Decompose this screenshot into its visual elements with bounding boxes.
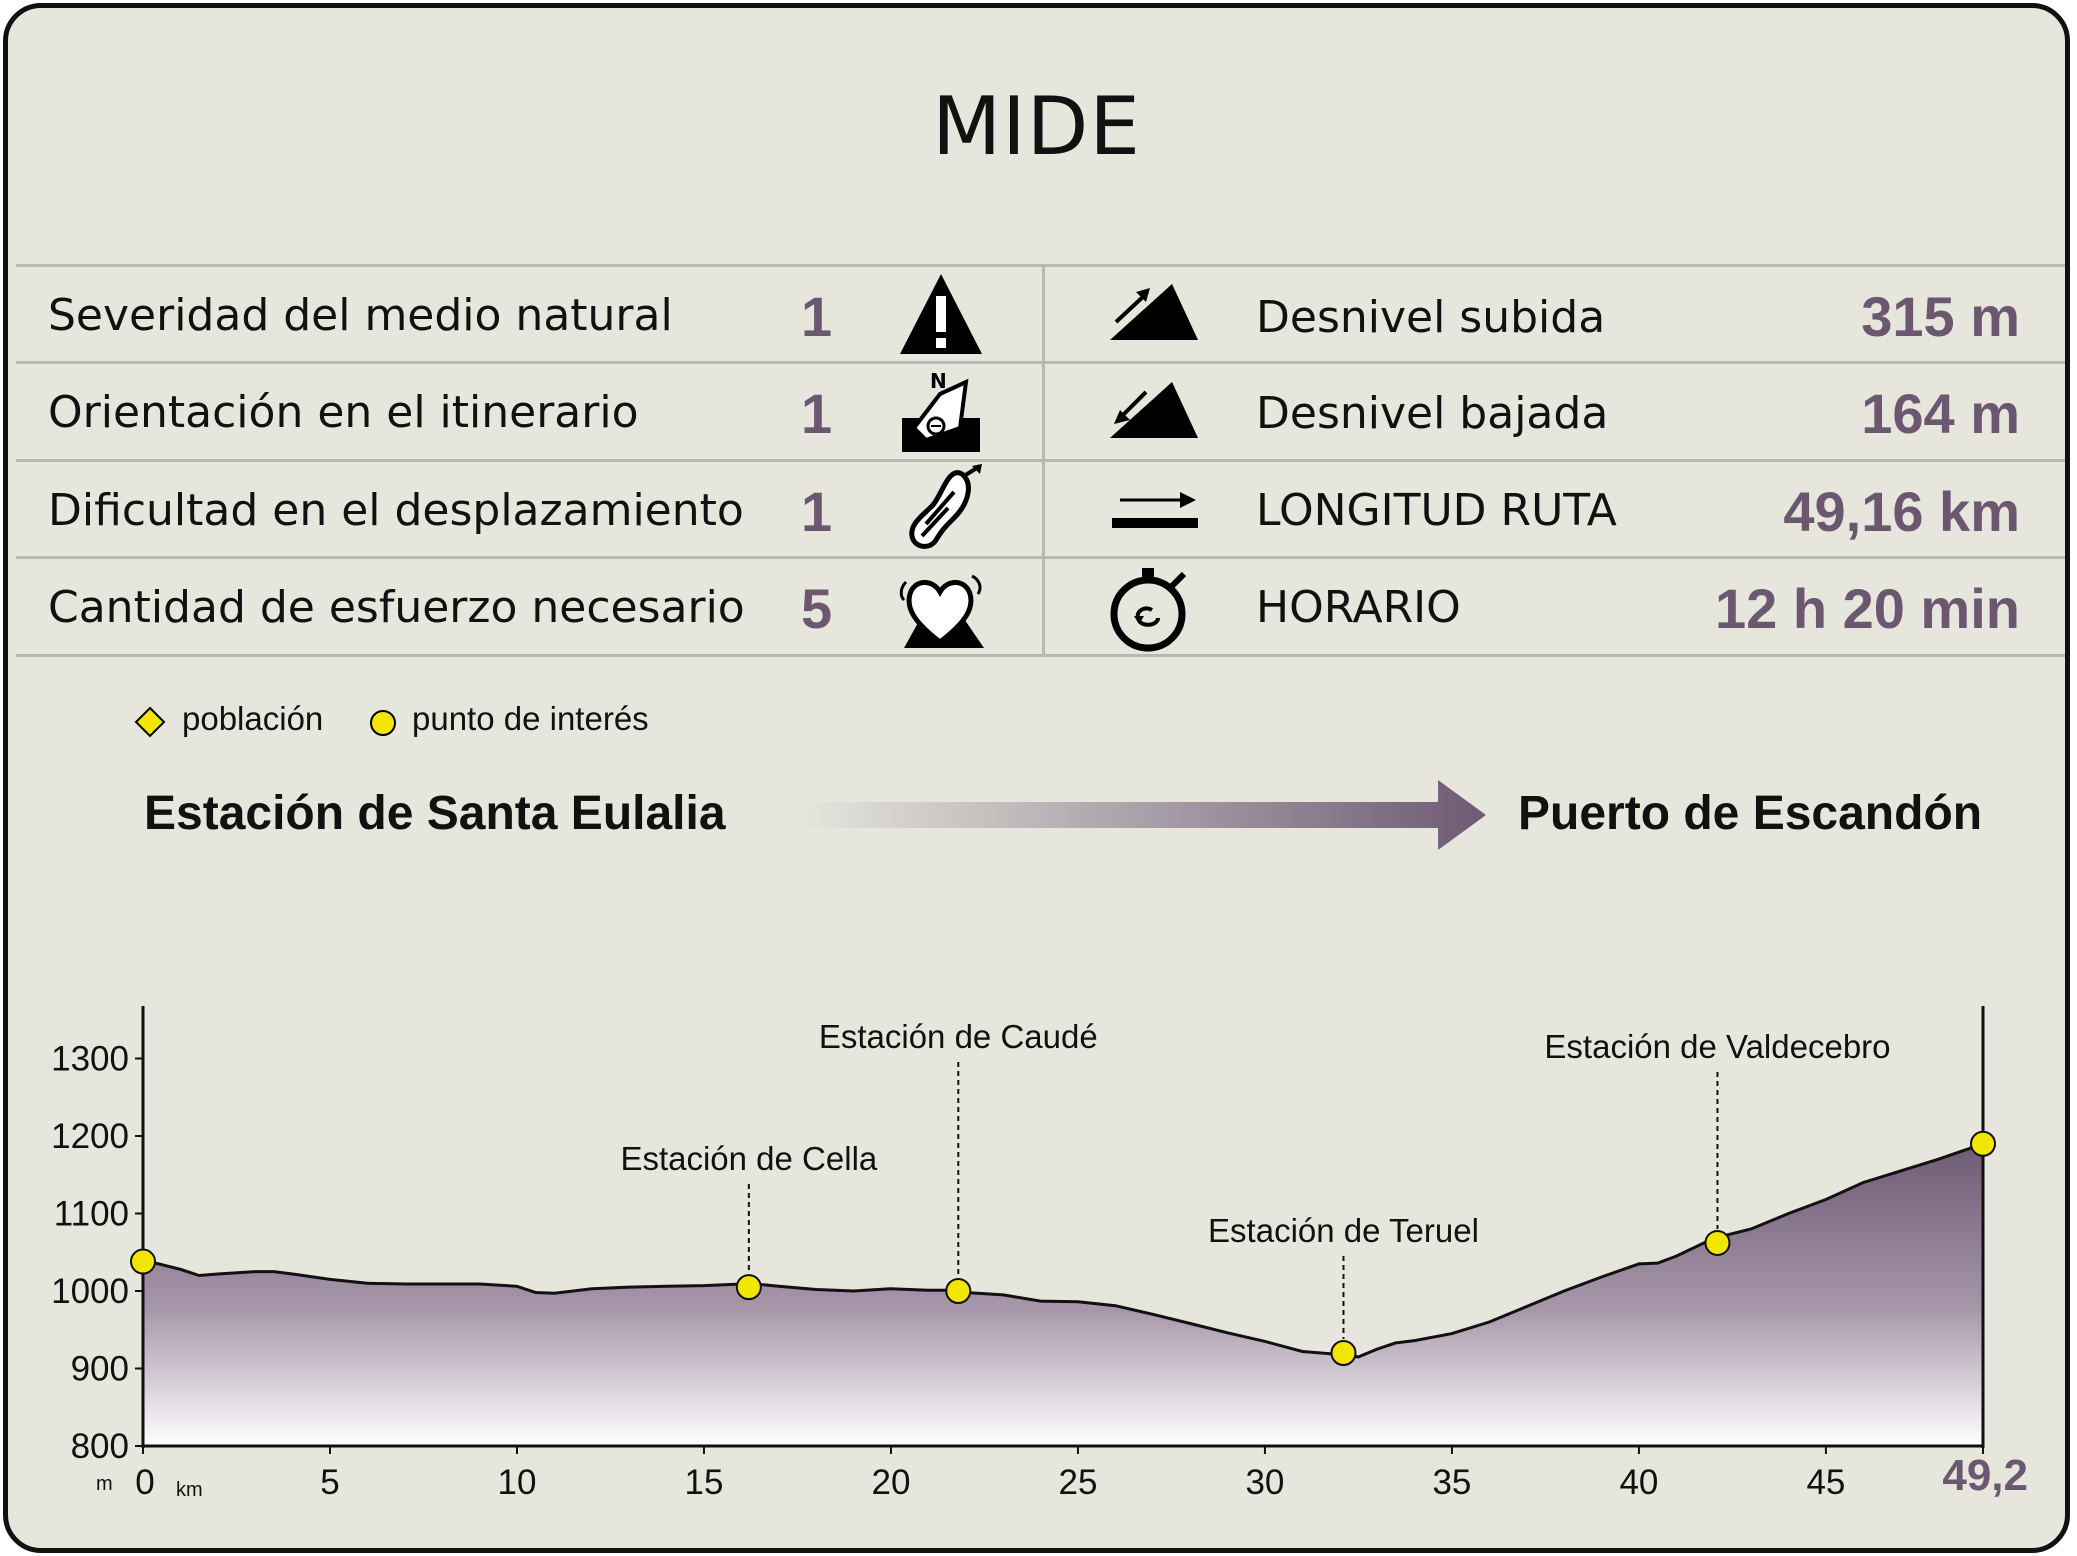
ascent-icon: [1110, 284, 1198, 340]
y-tick-label: 1300: [51, 1040, 129, 1079]
route-direction-arrow: [798, 780, 1486, 850]
stat-value: 164 m: [1861, 382, 2020, 445]
mide-value: 5: [801, 577, 833, 640]
mide-card: MIDE Severidad del medio natural 1 Orien…: [3, 3, 2070, 1553]
divider: [16, 361, 2065, 364]
footprint-icon: [909, 464, 982, 549]
column-divider: [1042, 264, 1045, 656]
divider: [16, 654, 2065, 657]
poi-label: Estación de Cella: [620, 1140, 877, 1177]
route-end: Puerto de Escandón: [1518, 787, 1983, 840]
x-tick-label: 15: [685, 1463, 724, 1502]
x-tick-label: 0: [135, 1463, 154, 1502]
mide-label: Dificultad en el desplazamiento: [48, 485, 744, 536]
poi-label: Estación de Caudé: [819, 1018, 1098, 1055]
y-tick-label: 800: [71, 1427, 129, 1466]
divider: [16, 264, 2065, 267]
x-tick-label: 40: [1619, 1463, 1658, 1502]
poi-label: Estación de Teruel: [1208, 1212, 1479, 1249]
y-tick-label: 1100: [54, 1195, 129, 1234]
profile-line: [142, 1142, 1984, 1359]
poi-marker: [130, 1248, 156, 1275]
poi-marker: [1704, 1229, 1731, 1256]
mide-value: 1: [801, 382, 833, 445]
legend-town-label: población: [182, 700, 324, 737]
mide-label: Orientación en el itinerario: [48, 387, 639, 438]
poi-label: Estación de Valdecebro: [1544, 1028, 1890, 1065]
x-tick-label: 25: [1058, 1463, 1097, 1502]
stat-label: LONGITUD RUTA: [1256, 485, 1617, 536]
stat-label: Desnivel subida: [1256, 292, 1606, 343]
orientation-icon: N: [902, 369, 980, 452]
mide-label: Cantidad de esfuerzo necesario: [48, 582, 745, 633]
poi-marker: [1970, 1130, 1996, 1157]
poi-marker-icon: [370, 710, 396, 736]
divider: [16, 556, 2065, 559]
x-tick-label: 45: [1806, 1463, 1845, 1502]
stat-value: 315 m: [1861, 285, 2020, 348]
mide-value: 1: [801, 480, 833, 543]
y-unit-label: m: [96, 1473, 113, 1495]
x-unit-label: km: [176, 1479, 203, 1501]
svg-text:N: N: [930, 369, 947, 393]
divider: [16, 459, 2065, 462]
town-marker-icon: [134, 706, 166, 738]
elevation-profile-chart: 800 900 1000 1100 1200 1300 0 5 10 15 20 25 30 35 40 45…: [51, 1006, 2028, 1502]
x-tick-label: 5: [320, 1463, 339, 1502]
descent-icon: [1110, 382, 1198, 438]
poi-marker: [1330, 1340, 1357, 1366]
mide-value: 1: [801, 285, 833, 348]
x-tick-label: 10: [498, 1463, 537, 1502]
stat-label: Desnivel bajada: [1256, 388, 1609, 439]
stat-value: 12 h 20 min: [1714, 577, 2020, 640]
warning-icon: [900, 274, 982, 354]
poi-marker: [945, 1278, 972, 1304]
legend-poi-label: punto de interés: [412, 700, 649, 737]
profile-area: [143, 1143, 1983, 1446]
page-title: MIDE: [932, 80, 1141, 173]
y-tick-label: 1200: [51, 1117, 129, 1156]
x-tick-label: 35: [1432, 1463, 1471, 1502]
mide-label: Severidad del medio natural: [48, 290, 673, 341]
route-start: Estación de Santa Eulalia: [144, 787, 726, 840]
distance-arrow-icon: [1112, 492, 1198, 528]
x-tick-label: 30: [1245, 1463, 1284, 1502]
y-tick-label: 1000: [51, 1272, 129, 1311]
x-tick-label: 20: [871, 1463, 910, 1502]
stat-label: HORARIO: [1256, 582, 1461, 633]
stat-value: 49,16 km: [1783, 480, 2020, 543]
y-tick-label: 900: [71, 1350, 129, 1389]
effort-heart-icon: [899, 574, 984, 648]
poi-marker: [735, 1274, 762, 1301]
x-end-label: 49,2: [1942, 1451, 2028, 1500]
stopwatch-icon: [1110, 568, 1187, 652]
